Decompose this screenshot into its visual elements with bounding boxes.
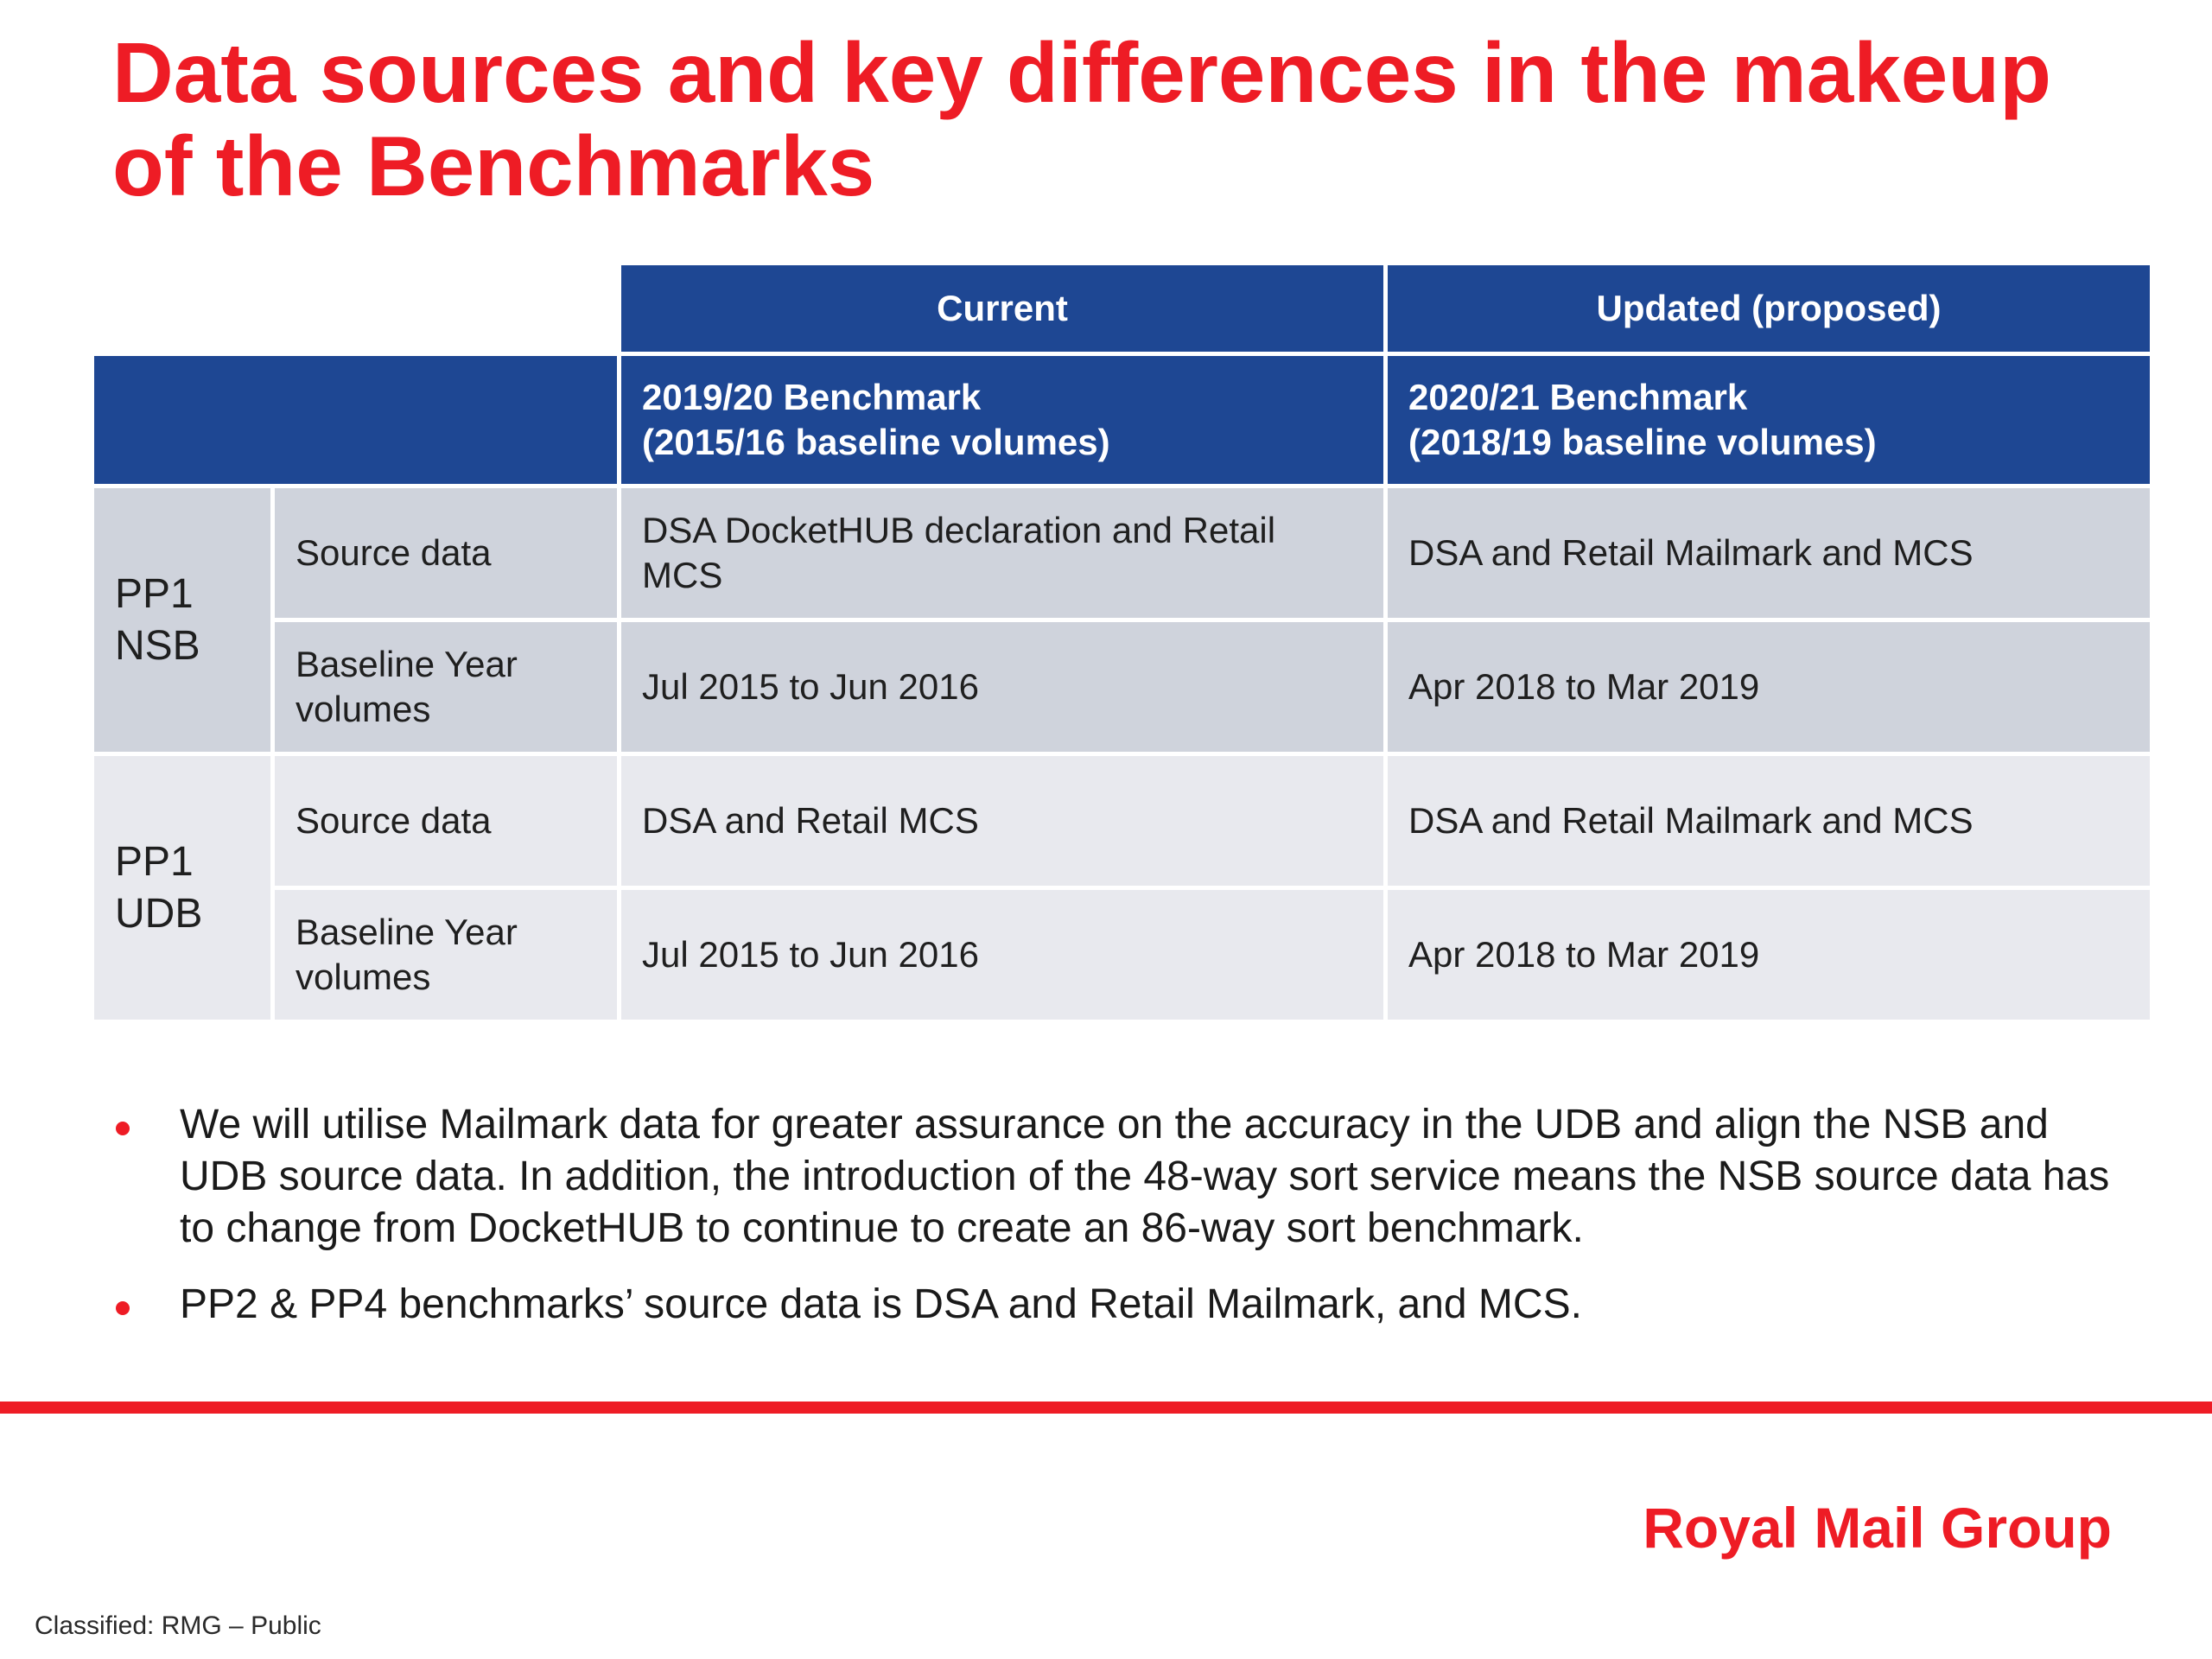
row-label-line-1: Source data bbox=[296, 800, 492, 841]
row-label: Baseline Year volumes bbox=[275, 890, 617, 1020]
table-row: Baseline Year volumes Jul 2015 to Jun 20… bbox=[94, 890, 2150, 1020]
header-empty-cell bbox=[94, 265, 617, 352]
bullet-list: We will utilise Mailmark data for greate… bbox=[104, 1099, 2126, 1355]
row-label: Baseline Year volumes bbox=[275, 622, 617, 752]
table-header-row: Current Updated (proposed) bbox=[94, 265, 2150, 352]
row-label-line-2: volumes bbox=[296, 957, 431, 997]
row-label-line-1: Source data bbox=[296, 532, 492, 573]
title-line-2: of the Benchmarks bbox=[112, 118, 875, 213]
header-current: Current bbox=[621, 265, 1383, 352]
cell-current-line-2: MCS bbox=[642, 555, 723, 595]
title-line-1: Data sources and key differences in the … bbox=[112, 25, 2051, 120]
group-label-pp1-nsb: PP1 NSB bbox=[94, 488, 270, 752]
table-row: PP1 UDB Source data DSA and Retail MCS D… bbox=[94, 756, 2150, 1020]
group-label-pp1-udb: PP1 UDB bbox=[94, 756, 270, 1020]
subheader-current-line-1: 2019/20 Benchmark bbox=[642, 377, 982, 417]
bullet-item: PP2 & PP4 benchmarks’ source data is DSA… bbox=[104, 1279, 2126, 1331]
table-row: PP1 NSB Source data DSA DocketHUB declar… bbox=[94, 488, 2150, 752]
bullet-dot-icon bbox=[116, 1301, 130, 1315]
bullet-item: We will utilise Mailmark data for greate… bbox=[104, 1099, 2126, 1255]
cell-updated: Apr 2018 to Mar 2019 bbox=[1388, 622, 2150, 752]
cell-current: DSA DocketHUB declaration and Retail MCS bbox=[621, 488, 1383, 618]
subheader-current: 2019/20 Benchmark (2015/16 baseline volu… bbox=[621, 356, 1383, 484]
cell-current: Jul 2015 to Jun 2016 bbox=[621, 622, 1383, 752]
subheader-empty-cell bbox=[94, 356, 617, 484]
bullet-dot-icon bbox=[116, 1122, 130, 1135]
subheader-updated-line-2: (2018/19 baseline volumes) bbox=[1408, 422, 1877, 462]
group-label-line-2: UDB bbox=[115, 890, 203, 937]
cell-current: Jul 2015 to Jun 2016 bbox=[621, 890, 1383, 1020]
group-label-line-2: NSB bbox=[115, 622, 200, 669]
row-label: Source data bbox=[275, 488, 617, 618]
row-label-line-2: volumes bbox=[296, 689, 431, 729]
cell-updated: DSA and Retail Mailmark and MCS bbox=[1388, 488, 2150, 618]
cell-current-line-1: DSA DocketHUB declaration and Retail bbox=[642, 510, 1276, 550]
row-label-line-1: Baseline Year bbox=[296, 644, 518, 684]
header-updated: Updated (proposed) bbox=[1388, 265, 2150, 352]
row-label: Source data bbox=[275, 756, 617, 886]
royal-mail-group-logo: Royal Mail Group bbox=[1643, 1496, 2112, 1560]
footer-divider bbox=[0, 1402, 2212, 1414]
cell-current: DSA and Retail MCS bbox=[621, 756, 1383, 886]
page-title: Data sources and key differences in the … bbox=[112, 26, 2152, 213]
table-subheader-row: 2019/20 Benchmark (2015/16 baseline volu… bbox=[94, 356, 2150, 484]
subheader-updated: 2020/21 Benchmark (2018/19 baseline volu… bbox=[1388, 356, 2150, 484]
benchmark-comparison-table: Current Updated (proposed) 2019/20 Bench… bbox=[90, 261, 2154, 1024]
subheader-current-line-2: (2015/16 baseline volumes) bbox=[642, 422, 1110, 462]
table-row: Baseline Year volumes Jul 2015 to Jun 20… bbox=[94, 622, 2150, 752]
bullet-text: PP2 & PP4 benchmarks’ source data is DSA… bbox=[180, 1281, 1582, 1327]
row-label-line-1: Baseline Year bbox=[296, 912, 518, 952]
group-label-line-1: PP1 bbox=[115, 838, 194, 885]
classification-label: Classified: RMG – Public bbox=[35, 1611, 321, 1640]
group-label-line-1: PP1 bbox=[115, 570, 194, 617]
cell-updated: Apr 2018 to Mar 2019 bbox=[1388, 890, 2150, 1020]
cell-updated: DSA and Retail Mailmark and MCS bbox=[1388, 756, 2150, 886]
bullet-text: We will utilise Mailmark data for greate… bbox=[180, 1102, 2110, 1251]
subheader-updated-line-1: 2020/21 Benchmark bbox=[1408, 377, 1748, 417]
